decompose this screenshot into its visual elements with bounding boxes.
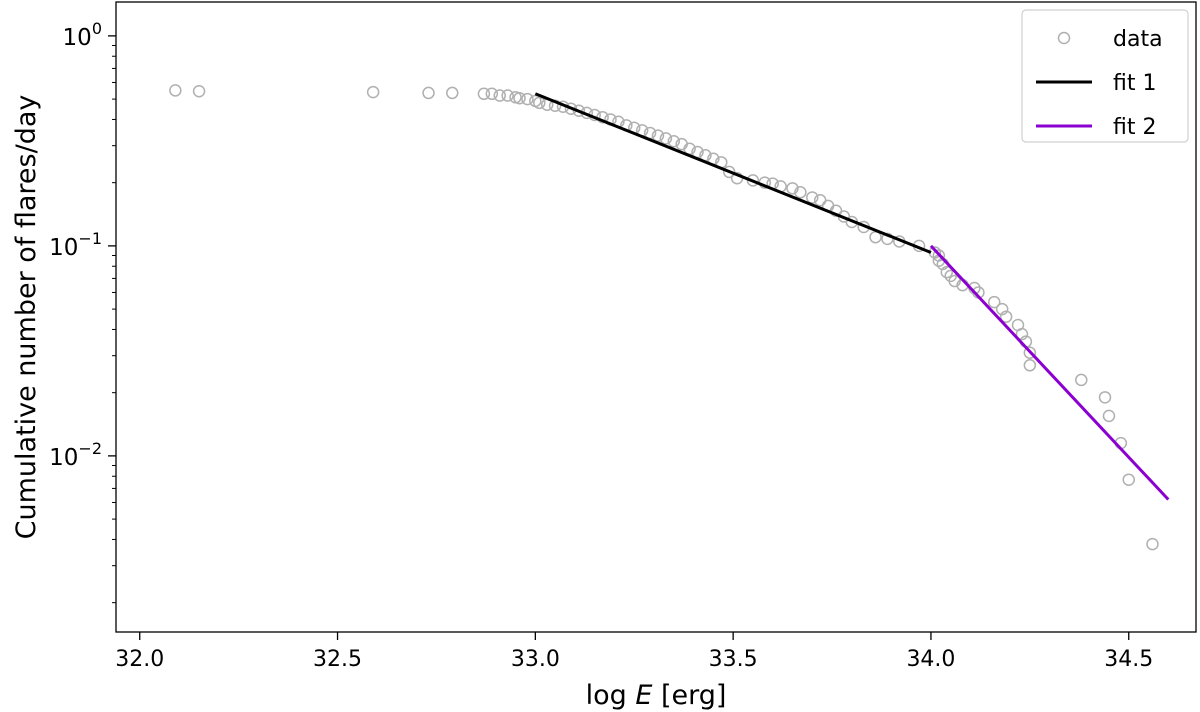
- x-tick-label: 34.0: [906, 647, 955, 672]
- legend-data-marker: [1057, 31, 1071, 45]
- data-point: [1102, 409, 1116, 423]
- line-fit-1: [534, 92, 932, 254]
- x-axis-label-unit: [erg]: [652, 680, 726, 711]
- legend-fit-1-label: fit 1: [1113, 71, 1156, 96]
- data-point: [995, 302, 1009, 316]
- x-tick-label: 32.0: [115, 647, 164, 672]
- data-point: [987, 295, 1001, 309]
- data-point: [999, 310, 1013, 323]
- data-point: [169, 84, 182, 97]
- y-axis-label: Cumulative number of flares/day: [11, 95, 42, 540]
- y-tick-label: 100: [63, 19, 102, 51]
- data-point: [1023, 346, 1037, 359]
- data-point: [501, 89, 514, 102]
- data-point: [1146, 537, 1159, 551]
- data-point: [493, 89, 506, 102]
- data-point: [1023, 359, 1037, 372]
- x-tick-label: 32.5: [313, 647, 362, 672]
- x-tick-label: 33.5: [709, 647, 758, 672]
- y-axis: 100 10−1 10−2: [49, 19, 116, 604]
- data-point: [192, 84, 206, 98]
- data-point: [1098, 391, 1112, 404]
- data-point: [659, 132, 673, 145]
- legend-fit-2-label: fit 2: [1113, 115, 1156, 140]
- legend-data-label: data: [1113, 27, 1163, 52]
- data-point: [794, 186, 807, 199]
- data-point: [366, 85, 380, 99]
- legend: data fit 1 fit 2: [1021, 9, 1189, 143]
- data-point: [940, 265, 954, 279]
- data-point: [667, 134, 681, 148]
- line-fit-2: [929, 244, 1170, 501]
- data-point: [651, 129, 665, 142]
- plot-frame: [115, 1, 1197, 633]
- data-point: [1075, 373, 1088, 387]
- data-point: [1122, 473, 1135, 486]
- data-point: [806, 191, 819, 204]
- data-point: [786, 182, 799, 195]
- data-point: [722, 165, 736, 179]
- legend-box: [1021, 9, 1189, 143]
- data-point: [1015, 327, 1029, 341]
- data-point: [422, 86, 435, 100]
- x-tick-label: 34.5: [1104, 647, 1153, 672]
- x-tick-label: 33.0: [511, 647, 560, 672]
- x-axis: 32.0 32.5 33.0 33.5 34.0 34.5: [115, 632, 1153, 672]
- data-point: [533, 96, 546, 110]
- series-data: [169, 84, 1159, 551]
- data-point: [521, 92, 534, 106]
- y-tick-label: 10−1: [49, 229, 102, 261]
- data-point: [485, 87, 499, 101]
- x-axis-label-variable: E: [635, 680, 652, 711]
- data-point: [572, 104, 586, 118]
- y-tick-label: 10−2: [49, 439, 102, 471]
- x-axis-label: log E [erg]: [586, 680, 727, 711]
- plot-area: [169, 84, 1170, 551]
- data-point: [446, 86, 459, 100]
- data-point: [477, 87, 491, 101]
- data-point: [513, 91, 526, 105]
- x-axis-label-prefix: log: [586, 680, 636, 711]
